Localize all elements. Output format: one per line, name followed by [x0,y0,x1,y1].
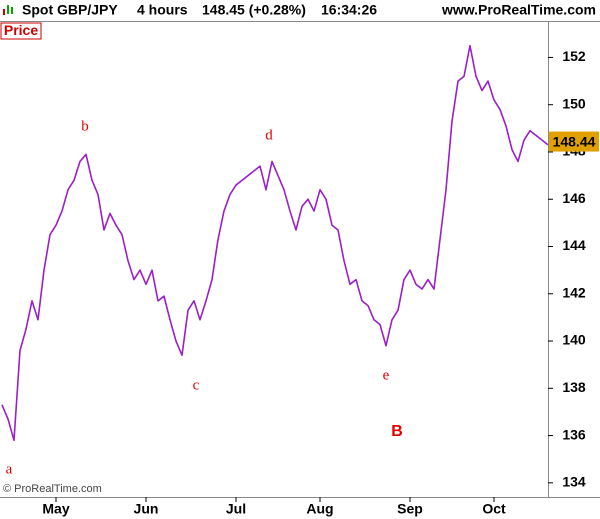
annotation: B [391,423,403,440]
chart-icon [3,5,13,15]
x-tick-label: Sep [397,501,423,517]
panel-label-box [0,22,42,40]
y-tick-label: 138 [562,379,586,395]
annotation: a [6,461,13,477]
annotation: d [265,127,273,143]
copyright: © ProRealTime.com [3,483,102,495]
header-bar [0,0,600,21]
site: www.ProRealTime.com [441,2,596,18]
annotation: e [383,367,390,383]
y-tick-label: 146 [562,190,586,206]
x-tick-label: Oct [482,501,506,517]
time: 16:34:26 [321,2,377,18]
price-line [1,44,549,442]
x-tick-label: Jun [134,501,159,517]
y-tick-label: 140 [562,332,586,348]
panel-label: Price [4,22,38,38]
last-price-label: 148.44 [553,133,596,149]
y-tick-label: 136 [562,426,586,442]
timeframe: 4 hours [137,2,188,18]
y-tick-label: 150 [562,95,586,111]
x-tick-label: May [42,501,69,517]
y-tick-label: 152 [562,48,586,64]
last-price-box [549,131,599,152]
annotation: b [81,118,89,134]
y-tick-label: 142 [562,284,586,300]
annotation: c [193,377,200,393]
instrument: Spot GBP/JPY [22,2,118,18]
y-tick-label: 144 [562,237,586,253]
quote: 148.45 (+0.28%) [202,2,306,18]
x-tick-label: Aug [306,501,333,517]
x-tick-label: Jul [226,501,246,517]
y-tick-label: 134 [562,474,586,490]
